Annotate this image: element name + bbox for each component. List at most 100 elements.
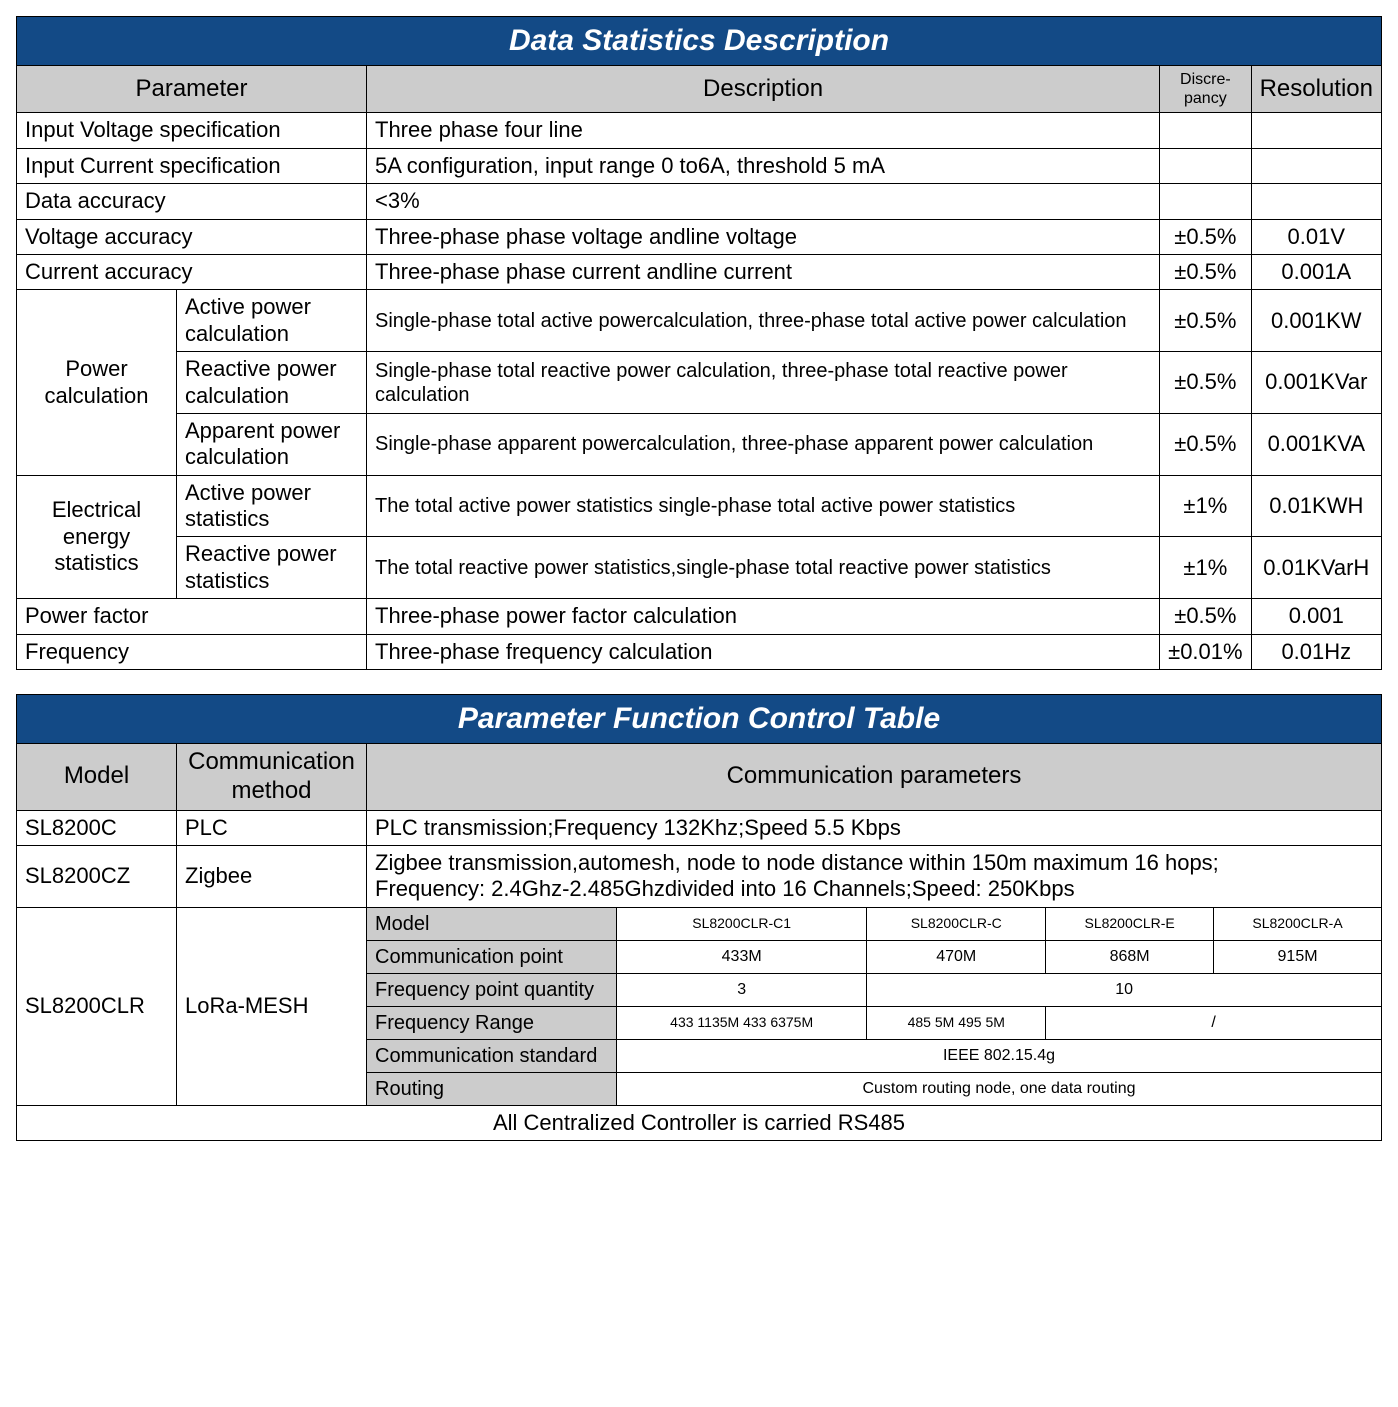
model-cell: SL8200CLR [17, 907, 177, 1105]
header-model: Model [17, 744, 177, 811]
table-row: Input Voltage specification Three phase … [17, 113, 1382, 148]
disc-cell [1160, 184, 1251, 219]
nested-label-freqqty: Frequency point quantity [367, 973, 617, 1006]
table-row: Apparent power calculation Single-phase … [17, 413, 1382, 475]
param-cell: Apparent power calculation [177, 413, 367, 475]
nested-freqrange-c: 485 5M 495 5M [867, 1006, 1046, 1039]
disc-cell: ±0.5% [1160, 290, 1251, 352]
table1-title-row: Data Statistics Description [17, 17, 1382, 66]
nested-freqrange-rest: / [1046, 1006, 1382, 1039]
table-row: Power calculation Active power calculati… [17, 290, 1382, 352]
desc-cell: Three-phase power factor calculation [367, 599, 1160, 634]
disc-cell: ±1% [1160, 475, 1251, 537]
disc-cell: ±0.5% [1160, 413, 1251, 475]
parameter-function-table: Parameter Function Control Table Model C… [16, 694, 1382, 1141]
nested-label-commpoint: Communication point [367, 940, 617, 973]
nested-freqrange-c1: 433 1135M 433 6375M [617, 1006, 867, 1039]
nested-commpoint-c1: 433M [617, 940, 867, 973]
res-cell: 0.001KW [1251, 290, 1381, 352]
params-cell: PLC transmission;Frequency 132Khz;Speed … [367, 810, 1382, 845]
method-cell: Zigbee [177, 846, 367, 908]
disc-cell: ±0.5% [1160, 599, 1251, 634]
table-row: Electrical energy statistics Active powe… [17, 475, 1382, 537]
table-row: SL8200C PLC PLC transmission;Frequency 1… [17, 810, 1382, 845]
table-row: SL8200CZ Zigbee Zigbee transmission,auto… [17, 846, 1382, 908]
nested-model-c: SL8200CLR-C [867, 907, 1046, 940]
desc-cell: Three-phase phase current andline curren… [367, 254, 1160, 289]
param-cell: Frequency [17, 634, 367, 669]
desc-cell: Three-phase frequency calculation [367, 634, 1160, 669]
nested-routing: Custom routing node, one data routing [617, 1072, 1382, 1105]
desc-cell: <3% [367, 184, 1160, 219]
header-parameter: Parameter [17, 66, 367, 113]
method-cell: PLC [177, 810, 367, 845]
param-cell: Reactive power calculation [177, 352, 367, 414]
table-row: Reactive power statistics The total reac… [17, 537, 1382, 599]
param-cell: Active power calculation [177, 290, 367, 352]
table-row: SL8200CLR LoRa-MESH Model SL8200CLR-C1 S… [17, 907, 1382, 940]
param-cell: Input Voltage specification [17, 113, 367, 148]
res-cell [1251, 184, 1381, 219]
disc-cell: ±0.5% [1160, 219, 1251, 254]
nested-model-a: SL8200CLR-A [1214, 907, 1382, 940]
param-cell: Data accuracy [17, 184, 367, 219]
nested-commstd: IEEE 802.15.4g [617, 1039, 1382, 1072]
table2-header-row: Model Communication method Communication… [17, 744, 1382, 811]
desc-cell: The total active power statistics single… [367, 475, 1160, 537]
nested-commpoint-c: 470M [867, 940, 1046, 973]
table1-header-row: Parameter Description Discre- pancy Reso… [17, 66, 1382, 113]
nested-model-c1: SL8200CLR-C1 [617, 907, 867, 940]
header-description: Description [367, 66, 1160, 113]
res-cell: 0.01Hz [1251, 634, 1381, 669]
model-cell: SL8200C [17, 810, 177, 845]
nested-freqqty-rest: 10 [867, 973, 1382, 1006]
params-cell: Zigbee transmission,automesh, node to no… [367, 846, 1382, 908]
table1-title: Data Statistics Description [17, 17, 1382, 66]
desc-cell: Single-phase apparent powercalculation, … [367, 413, 1160, 475]
desc-cell: Three-phase phase voltage andline voltag… [367, 219, 1160, 254]
res-cell: 0.001A [1251, 254, 1381, 289]
header-method: Communication method [177, 744, 367, 811]
nested-freqqty-c1: 3 [617, 973, 867, 1006]
group-power: Power calculation [17, 290, 177, 475]
table2-title-row: Parameter Function Control Table [17, 695, 1382, 744]
header-discrepancy: Discre- pancy [1160, 66, 1251, 113]
param-cell: Reactive power statistics [177, 537, 367, 599]
table2-footer-row: All Centralized Controller is carried RS… [17, 1105, 1382, 1140]
disc-cell [1160, 113, 1251, 148]
nested-label-freqrange: Frequency Range [367, 1006, 617, 1039]
model-cell: SL8200CZ [17, 846, 177, 908]
res-cell: 0.01KWH [1251, 475, 1381, 537]
disc-cell: ±0.01% [1160, 634, 1251, 669]
desc-cell: The total reactive power statistics,sing… [367, 537, 1160, 599]
res-cell: 0.01V [1251, 219, 1381, 254]
table2-footer: All Centralized Controller is carried RS… [17, 1105, 1382, 1140]
res-cell [1251, 148, 1381, 183]
data-statistics-table: Data Statistics Description Parameter De… [16, 16, 1382, 670]
param-cell: Current accuracy [17, 254, 367, 289]
disc-cell [1160, 148, 1251, 183]
table-row: Power factor Three-phase power factor ca… [17, 599, 1382, 634]
disc-cell: ±0.5% [1160, 352, 1251, 414]
nested-commpoint-e: 868M [1046, 940, 1214, 973]
header-params: Communication parameters [367, 744, 1382, 811]
table-row: Voltage accuracy Three-phase phase volta… [17, 219, 1382, 254]
disc-cell: ±0.5% [1160, 254, 1251, 289]
table2-title: Parameter Function Control Table [17, 695, 1382, 744]
table-row: Input Current specification 5A configura… [17, 148, 1382, 183]
param-cell: Voltage accuracy [17, 219, 367, 254]
table-row: Data accuracy <3% [17, 184, 1382, 219]
header-resolution: Resolution [1251, 66, 1381, 113]
res-cell: 0.01KVarH [1251, 537, 1381, 599]
desc-cell: Single-phase total reactive power calcul… [367, 352, 1160, 414]
nested-label-model: Model [367, 907, 617, 940]
desc-cell: 5A configuration, input range 0 to6A, th… [367, 148, 1160, 183]
desc-cell: Single-phase total active powercalculati… [367, 290, 1160, 352]
table-row: Reactive power calculation Single-phase … [17, 352, 1382, 414]
nested-model-e: SL8200CLR-E [1046, 907, 1214, 940]
method-cell: LoRa-MESH [177, 907, 367, 1105]
disc-cell: ±1% [1160, 537, 1251, 599]
group-energy: Electrical energy statistics [17, 475, 177, 599]
table-row: Frequency Three-phase frequency calculat… [17, 634, 1382, 669]
nested-commpoint-a: 915M [1214, 940, 1382, 973]
